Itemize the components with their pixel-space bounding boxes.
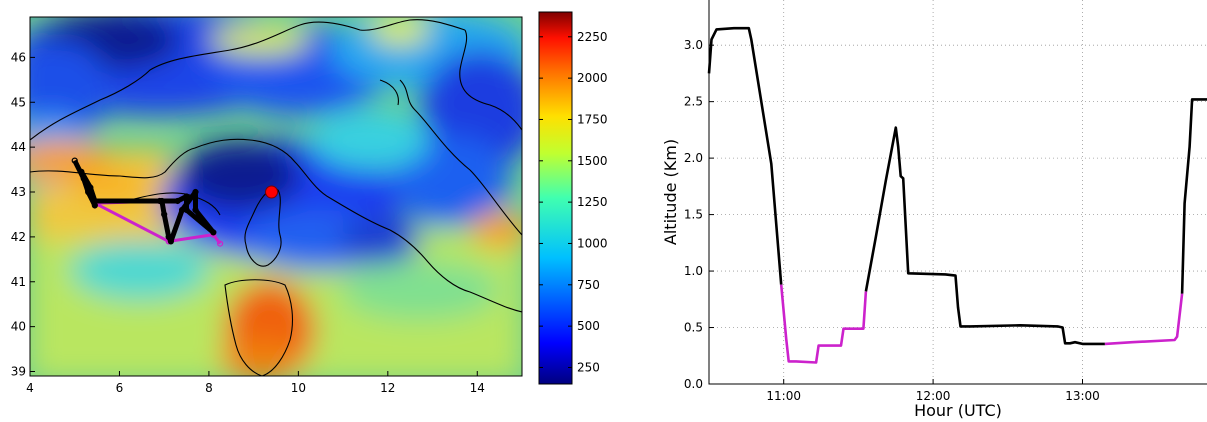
- map-x-tick-label: 10: [291, 381, 306, 395]
- y-axis: 0.0 0.5 1.0 1.5 2.0 2.5 3.0: [684, 38, 714, 391]
- x-tick-label: 12:00: [916, 389, 951, 403]
- plot-area: [709, 0, 1207, 384]
- y-tick-label: 2.5: [684, 95, 703, 109]
- map-x-tick-label: 8: [205, 381, 213, 395]
- map-coastlines: [30, 19, 522, 376]
- colorbar-tick-label: 2250: [577, 30, 608, 44]
- flight-track: [71, 157, 224, 247]
- track-point: [210, 229, 217, 236]
- colorbar: 250 500 750 1000 1250 1500 1750 2000 2250: [538, 11, 608, 385]
- y-tick-label: 0.0: [684, 377, 703, 391]
- track-point: [156, 197, 163, 205]
- altitude-segment: [779, 284, 868, 364]
- track-point: [192, 188, 199, 196]
- colorbar-tick-label: 1250: [577, 195, 608, 209]
- altitude-segment: [707, 26, 783, 285]
- x-tick-label: 11:00: [766, 389, 801, 403]
- map-y-tick-label: 44: [11, 140, 26, 154]
- colorbar-ticks: 250 500 750 1000 1250 1500 1750 2000 2250: [539, 30, 608, 374]
- map-x-tick-label: 4: [26, 381, 34, 395]
- track-point: [174, 197, 181, 205]
- y-tick-label: 3.0: [684, 38, 703, 52]
- colorbar-tick-label: 1000: [577, 236, 608, 250]
- map-y-tick-label: 39: [11, 365, 26, 379]
- x-axis: 11:00 12:00 13:00: [766, 379, 1100, 403]
- map-y-tick-label: 46: [11, 50, 26, 64]
- track-point: [192, 206, 199, 214]
- track-point: [183, 193, 190, 200]
- map-y-tick-label: 41: [11, 275, 26, 289]
- map-y-tick-label: 40: [11, 320, 26, 334]
- track-point: [87, 184, 94, 191]
- colorbar-tick-label: 500: [577, 319, 600, 333]
- station-marker: [265, 185, 279, 199]
- colorbar-tick-label: 1750: [577, 112, 608, 126]
- altitude-segment: [864, 126, 1105, 346]
- track-point: [71, 157, 78, 164]
- map-x-tick-label: 14: [470, 381, 485, 395]
- altitude-series: [707, 26, 1207, 364]
- y-tick-label: 1.0: [684, 264, 703, 278]
- map-y-tick-label: 42: [11, 230, 26, 244]
- colorbar-tick-label: 1500: [577, 154, 608, 168]
- track-point: [78, 168, 85, 175]
- altitude-segment: [1180, 98, 1207, 294]
- track-point: [80, 175, 87, 182]
- y-axis-label: Altitude (Km): [661, 139, 680, 245]
- map-x-tick-label: 12: [380, 381, 395, 395]
- y-tick-label: 2.0: [684, 151, 703, 165]
- track-point: [216, 240, 224, 247]
- y-tick-label: 1.5: [684, 208, 703, 222]
- map-y-tick-label: 45: [11, 95, 26, 109]
- y-tick-label: 0.5: [684, 321, 703, 335]
- colorbar-tick-label: 750: [577, 278, 600, 292]
- colorbar-tick-label: 2000: [577, 71, 608, 85]
- track-point: [158, 197, 166, 205]
- track-point: [161, 211, 168, 218]
- map-x-tick-label: 6: [116, 381, 124, 395]
- colorbar-gradient: [538, 11, 573, 385]
- x-tick-label: 13:00: [1065, 389, 1100, 403]
- colorbar-tick-label: 250: [577, 360, 600, 374]
- altitude-line-chart: 11:00 12:00 13:00 0.0 0.5 1.0 1.5 2.0 2.5 3.0 Ho…: [661, 0, 1207, 420]
- map-y-tick-label: 43: [11, 185, 26, 199]
- map-field-blobs: [30, 17, 522, 376]
- track-point: [167, 238, 174, 245]
- track-point: [183, 206, 190, 214]
- map-y-axis: 39 40 41 42 43 44 45 46: [11, 50, 35, 379]
- map-frame: [29, 16, 523, 377]
- altitude-segment: [1104, 293, 1184, 346]
- map-x-axis: 4 6 8 10 12 14: [26, 371, 485, 395]
- track-point: [91, 197, 98, 205]
- track-segment: [72, 159, 216, 244]
- x-axis-label: Hour (UTC): [914, 401, 1002, 420]
